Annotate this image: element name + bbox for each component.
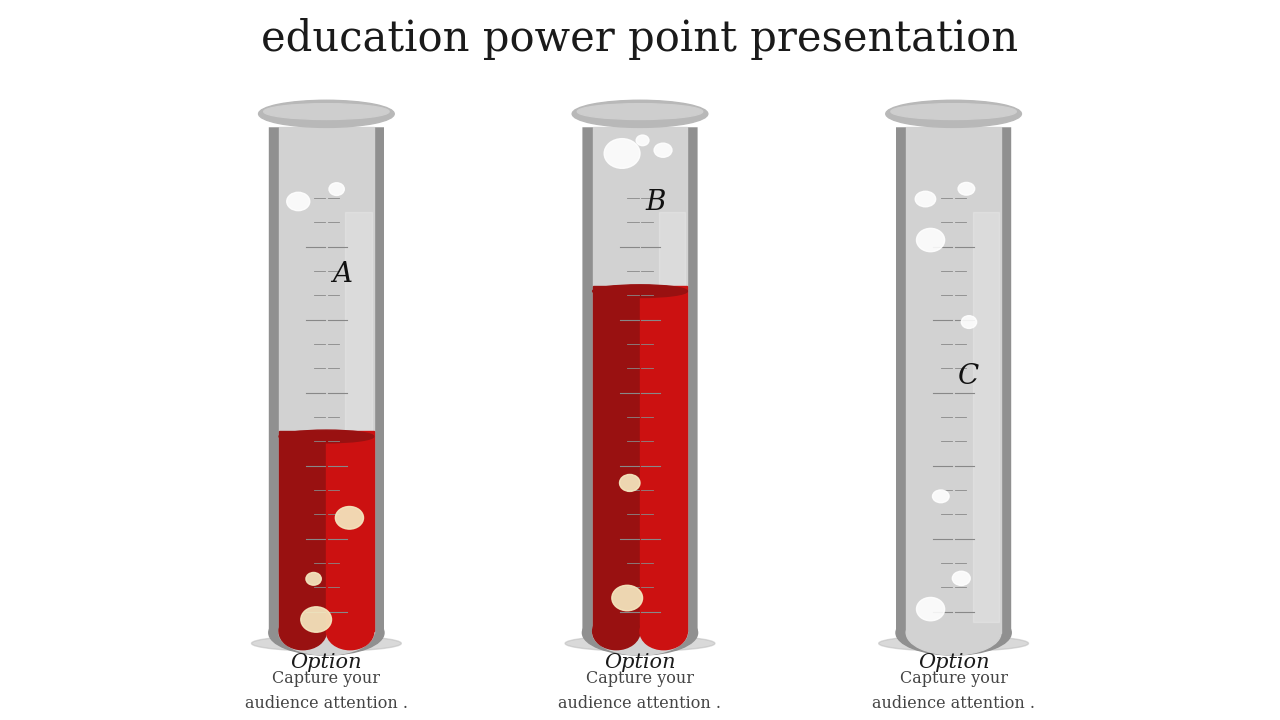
Text: Option: Option <box>291 652 362 672</box>
Ellipse shape <box>577 104 703 120</box>
Ellipse shape <box>279 611 374 655</box>
Ellipse shape <box>279 430 374 443</box>
Bar <box>906 127 1001 633</box>
Ellipse shape <box>961 315 977 328</box>
Ellipse shape <box>335 506 364 529</box>
Ellipse shape <box>640 613 687 649</box>
Text: C: C <box>959 363 979 390</box>
Text: Capture your
audience attention .: Capture your audience attention . <box>244 670 408 712</box>
Ellipse shape <box>326 613 374 649</box>
Bar <box>640 287 687 631</box>
Ellipse shape <box>879 636 1029 651</box>
Ellipse shape <box>593 613 640 649</box>
Ellipse shape <box>264 104 389 120</box>
Ellipse shape <box>604 139 640 168</box>
Ellipse shape <box>915 192 936 207</box>
Ellipse shape <box>572 100 708 127</box>
Bar <box>279 127 374 633</box>
Text: A: A <box>332 261 352 288</box>
Text: Option: Option <box>604 652 676 672</box>
Ellipse shape <box>916 228 945 252</box>
Bar <box>346 212 372 622</box>
Text: Option: Option <box>918 652 989 672</box>
Bar <box>593 127 687 633</box>
Text: education power point presentation: education power point presentation <box>261 18 1019 60</box>
Bar <box>659 212 686 622</box>
Ellipse shape <box>306 572 321 585</box>
Ellipse shape <box>886 100 1021 127</box>
Ellipse shape <box>891 104 1016 120</box>
Ellipse shape <box>636 135 649 145</box>
Bar <box>593 287 640 631</box>
Ellipse shape <box>269 611 384 655</box>
Ellipse shape <box>957 182 975 195</box>
FancyBboxPatch shape <box>582 127 698 633</box>
Ellipse shape <box>329 183 344 195</box>
Text: Capture your
audience attention .: Capture your audience attention . <box>558 670 722 712</box>
Bar <box>326 431 374 631</box>
Ellipse shape <box>593 611 687 655</box>
Text: Capture your
audience attention .: Capture your audience attention . <box>872 670 1036 712</box>
Ellipse shape <box>301 607 332 632</box>
Text: B: B <box>645 189 666 215</box>
Bar <box>973 212 1000 622</box>
Ellipse shape <box>251 636 402 651</box>
Ellipse shape <box>287 192 310 211</box>
Ellipse shape <box>612 585 643 611</box>
Ellipse shape <box>952 571 970 585</box>
Ellipse shape <box>896 611 1011 655</box>
Ellipse shape <box>566 636 714 651</box>
Ellipse shape <box>582 611 698 655</box>
Ellipse shape <box>906 611 1001 655</box>
Ellipse shape <box>279 613 326 649</box>
Ellipse shape <box>932 490 950 503</box>
Bar <box>279 431 326 631</box>
Ellipse shape <box>259 100 394 127</box>
Ellipse shape <box>654 143 672 157</box>
FancyBboxPatch shape <box>269 127 384 633</box>
FancyBboxPatch shape <box>896 127 1011 633</box>
Ellipse shape <box>916 598 945 621</box>
Ellipse shape <box>593 285 687 297</box>
Ellipse shape <box>620 474 640 492</box>
